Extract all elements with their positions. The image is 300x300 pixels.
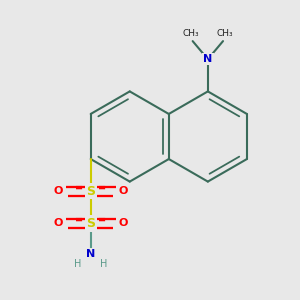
Text: H: H	[74, 259, 82, 269]
Text: H: H	[100, 259, 107, 269]
Text: S: S	[86, 217, 95, 230]
Text: =: =	[98, 182, 106, 193]
Text: N: N	[86, 248, 95, 259]
Text: O: O	[118, 218, 128, 229]
Text: S: S	[86, 185, 95, 198]
Text: CH₃: CH₃	[217, 29, 233, 38]
Text: =: =	[75, 182, 83, 193]
Text: O: O	[53, 186, 63, 196]
Text: N: N	[203, 54, 212, 64]
Text: =: =	[75, 215, 83, 225]
Text: O: O	[118, 186, 128, 196]
Text: CH₃: CH₃	[182, 29, 199, 38]
Text: =: =	[98, 215, 106, 225]
Text: O: O	[53, 218, 63, 229]
